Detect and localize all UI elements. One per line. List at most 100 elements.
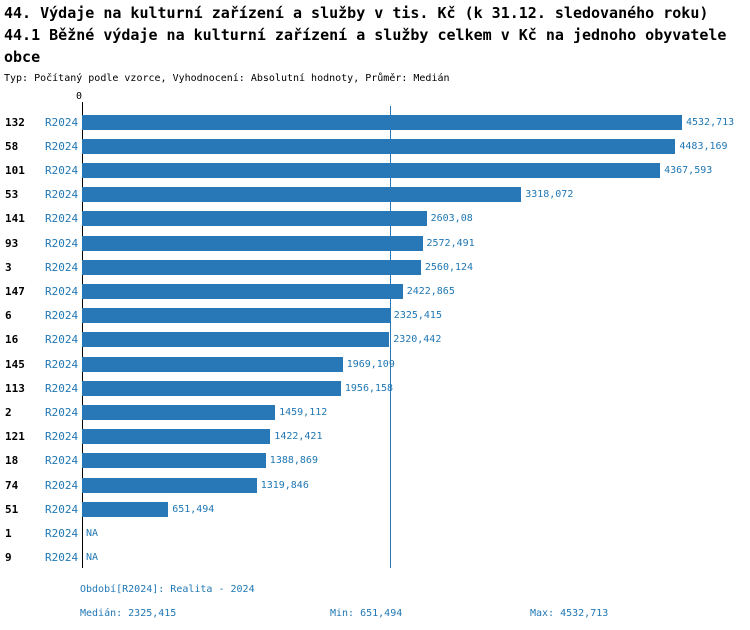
bar-value-label: 1319,846 [260,479,309,491]
row-period-label: R2024 [45,164,79,177]
row-id-label: 101 [5,164,25,177]
row-period-label: R2024 [45,188,79,202]
bar-row: 113 R2024 1956,158 [0,376,748,400]
bar [82,187,522,203]
row-id-label: 147 [5,285,25,299]
footer-period-label: Období[R2024]: Realita - 2024 [80,584,255,595]
chart-title-line1: 44. Výdaje na kulturní zařízení a služby… [4,4,709,22]
bar-row: 58 R2024 4483,169 [0,134,748,158]
bar-track: 1969,109 [82,356,748,372]
row-id-label: 121 [5,430,25,444]
bar-row: 101 R2024 4367,593 [0,158,748,182]
bar-value-label: NA [86,552,99,564]
bar-value-label: 1388,869 [269,455,318,467]
bar-track: 1956,158 [82,380,748,396]
row-id-label: 2 [5,406,12,420]
bar-track: 1459,112 [82,405,748,421]
bar [82,138,676,154]
row-period-label: R2024 [45,236,79,250]
bar [82,380,341,396]
bar-row: 145 R2024 1969,109 [0,352,748,376]
bar [82,332,390,348]
row-period-label: R2024 [45,527,79,541]
bar [82,477,257,493]
row-period-label: R2024 [45,212,79,226]
row-period-label: R2024 [45,430,79,444]
bar [82,356,343,372]
row-period-label: R2024 [45,381,79,395]
median-line [390,106,391,568]
row-id-label: 58 [5,139,19,153]
row-id-label: 16 [5,333,19,347]
chart-rows: 132 R2024 4532,713 58 R2024 4483,169 101… [0,110,748,570]
bar-track: NA [82,550,748,565]
row-id-label: 74 [5,478,19,492]
chart-title-line2: 44.1 Běžné výdaje na kulturní zařízení a… [4,26,727,66]
bar-track: 2572,491 [82,235,748,251]
row-id-label: 1 [5,527,12,541]
bar [82,453,266,469]
bar-track: 651,494 [82,501,748,517]
bar-row: 147 R2024 2422,865 [0,279,748,303]
chart-header: 44. Výdaje na kulturní zařízení a služby… [4,2,746,85]
bar [82,211,427,227]
bar-track: 1422,421 [82,429,748,445]
bar [82,405,276,421]
bar-row: 132 R2024 4532,713 [0,110,748,134]
bar [82,284,403,300]
row-id-label: 113 [5,381,25,395]
row-period-label: R2024 [45,357,79,371]
bar-track: 3318,072 [82,187,748,203]
row-id-label: 141 [5,212,25,226]
bar-row: 141 R2024 2603,08 [0,207,748,231]
row-id-label: 9 [5,551,12,565]
bar-value-label: 2422,865 [406,286,455,298]
bar-track: 1319,846 [82,477,748,493]
row-id-label: 145 [5,357,25,371]
bar-value-label: 2325,415 [393,310,442,322]
row-id-label: 132 [5,115,25,129]
bar-row: 53 R2024 3318,072 [0,183,748,207]
row-id-label: 6 [5,309,12,323]
bar-track: 1388,869 [82,453,748,469]
bar-value-label: 4367,593 [664,165,713,176]
row-period-label: R2024 [45,260,79,274]
bar-row: 51 R2024 651,494 [0,497,748,521]
row-period-label: R2024 [45,454,79,468]
bar-value-label: 1459,112 [279,407,328,419]
row-period-label: R2024 [45,333,79,347]
bar-row: 1 R2024 NA [0,521,748,545]
bar-row: 121 R2024 1422,421 [0,425,748,449]
bar [82,163,661,178]
bar-track: 4483,169 [82,138,748,154]
bar-row: 3 R2024 2560,124 [0,255,748,279]
bar [82,501,169,517]
bar-value-label: 2603,08 [430,213,473,225]
row-period-label: R2024 [45,502,79,516]
bar-value-label: NA [86,528,99,540]
row-period-label: R2024 [45,285,79,299]
axis-tick-label-zero: 0 [75,91,82,102]
bar-row: 93 R2024 2572,491 [0,231,748,255]
bar-chart-plot: 0 132 R2024 4532,713 58 R2024 4483,169 1… [0,88,750,572]
row-id-label: 51 [5,502,19,516]
row-period-label: R2024 [45,115,79,129]
row-period-label: R2024 [45,478,79,492]
bar-row: 9 R2024 NA [0,546,748,570]
chart-subtitle: Typ: Počítaný podle vzorce, Vyhodnocení:… [4,73,450,84]
bar-value-label: 2572,491 [426,237,475,249]
bar-row: 16 R2024 2320,442 [0,328,748,352]
bar-value-label: 651,494 [172,503,215,515]
bar-row: 2 R2024 1459,112 [0,400,748,424]
bar-value-label: 2320,442 [393,334,442,346]
bar-track: 2560,124 [82,259,748,275]
footer-max-label: Max: 4532,713 [530,608,609,619]
bar-value-label: 3318,072 [525,189,574,201]
row-period-label: R2024 [45,139,79,153]
bar [82,259,421,275]
footer-min-label: Min: 651,494 [330,608,403,619]
bar [82,235,423,251]
bar-track: 4532,713 [82,114,748,130]
bar-value-label: 1956,158 [344,382,394,394]
